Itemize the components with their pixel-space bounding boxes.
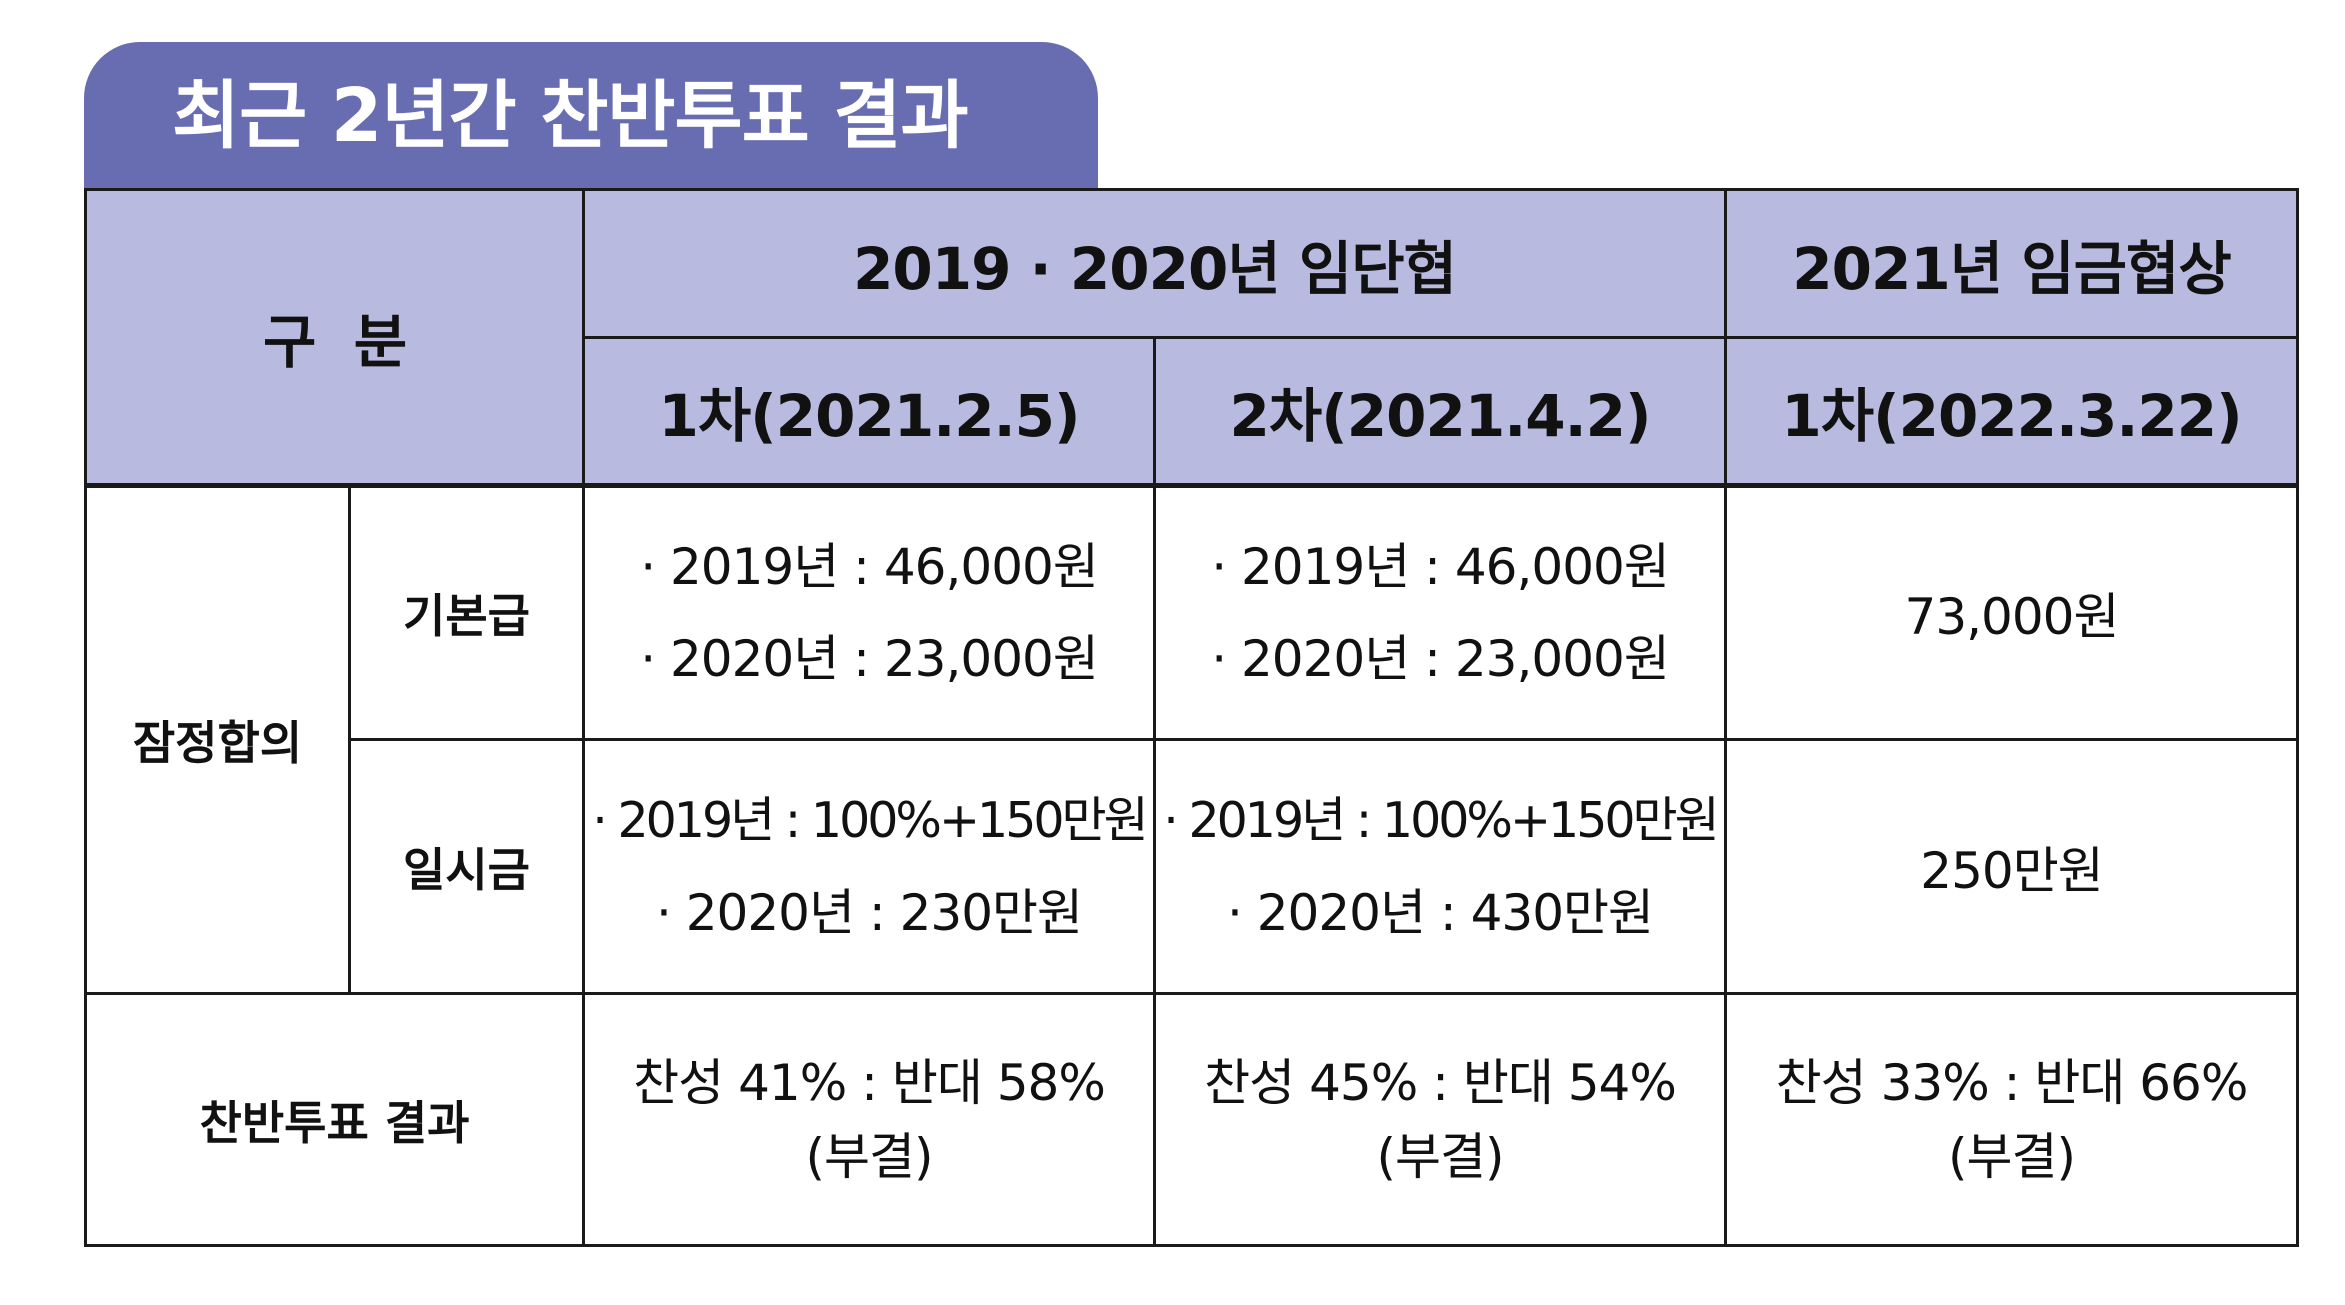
header-round-1: 1차(2021.2.5) — [582, 336, 1157, 488]
cell-lump-sum-round2: · 2019년 : 100%+150만원 · 2020년 : 430만원 — [1153, 738, 1728, 995]
vote-ratio: 찬성 33% : 반대 66% — [1775, 1053, 2249, 1112]
cell-lump-sum-round3: 250만원 — [1724, 738, 2300, 995]
row-label-lump-sum: 일시금 — [347, 738, 586, 995]
cell-line: · 2019년 : 100%+150만원 — [1163, 791, 1719, 849]
cell-base-pay-round1: · 2019년 : 46,000원 · 2020년 : 23,000원 — [582, 484, 1157, 741]
header-group-2019-2020: 2019 · 2020년 임단협 — [582, 188, 1728, 339]
header-round-3: 1차(2022.3.22) — [1724, 336, 2300, 488]
header-category: 구 분 — [83, 188, 586, 488]
cell-line: · 2020년 : 230만원 — [655, 883, 1083, 942]
row-label-base-pay: 기본급 — [347, 484, 586, 741]
cell-line: · 2020년 : 430만원 — [1226, 883, 1654, 942]
vote-ratio: 찬성 45% : 반대 54% — [1204, 1053, 1677, 1112]
cell-line: · 2020년 : 23,000원 — [640, 630, 1099, 688]
vote-result-table: 구 분 2019 · 2020년 임단협 2021년 임금협상 1차(2021.… — [83, 188, 2300, 1247]
row-label-tentative-agreement: 잠정합의 — [84, 484, 351, 995]
cell-line: · 2020년 : 23,000원 — [1211, 630, 1670, 688]
cell-line: · 2019년 : 46,000원 — [1211, 538, 1670, 596]
page-title: 최근 2년간 찬반투표 결과 — [172, 73, 969, 159]
header-round-2: 2차(2021.4.2) — [1153, 336, 1728, 488]
title-tab: 최근 2년간 찬반투표 결과 — [84, 42, 1098, 190]
cell-vote-round2: 찬성 45% : 반대 54% (부결) — [1153, 992, 1728, 1247]
cell-line: · 2019년 : 100%+150만원 — [592, 791, 1148, 849]
vote-ratio: 찬성 41% : 반대 58% — [633, 1053, 1106, 1112]
table-row-lump-sum: 일시금 · 2019년 : 100%+150만원 · 2020년 : 230만원… — [86, 738, 2300, 995]
vote-outcome: (부결) — [1948, 1127, 2076, 1186]
header-group-2021: 2021년 임금협상 — [1724, 188, 2300, 339]
vote-outcome: (부결) — [805, 1127, 934, 1186]
vote-outcome: (부결) — [1376, 1127, 1505, 1186]
row-label-vote-result: 찬반투표 결과 — [83, 992, 586, 1247]
cell-vote-round1: 찬성 41% : 반대 58% (부결) — [582, 992, 1157, 1247]
cell-lump-sum-round1: · 2019년 : 100%+150만원 · 2020년 : 230만원 — [582, 738, 1157, 995]
cell-base-pay-round3: 73,000원 — [1724, 484, 2300, 741]
table-row-vote-result: 찬반투표 결과 찬성 41% : 반대 58% (부결) 찬성 45% : 반대… — [83, 992, 2300, 1247]
cell-base-pay-round2: · 2019년 : 46,000원 · 2020년 : 23,000원 — [1153, 484, 1728, 741]
cell-line: · 2019년 : 46,000원 — [640, 538, 1099, 596]
table-row-base-pay: 잠정합의 기본급 · 2019년 : 46,000원 · 2020년 : 23,… — [84, 484, 2300, 995]
cell-vote-round3: 찬성 33% : 반대 66% (부결) — [1724, 992, 2300, 1247]
